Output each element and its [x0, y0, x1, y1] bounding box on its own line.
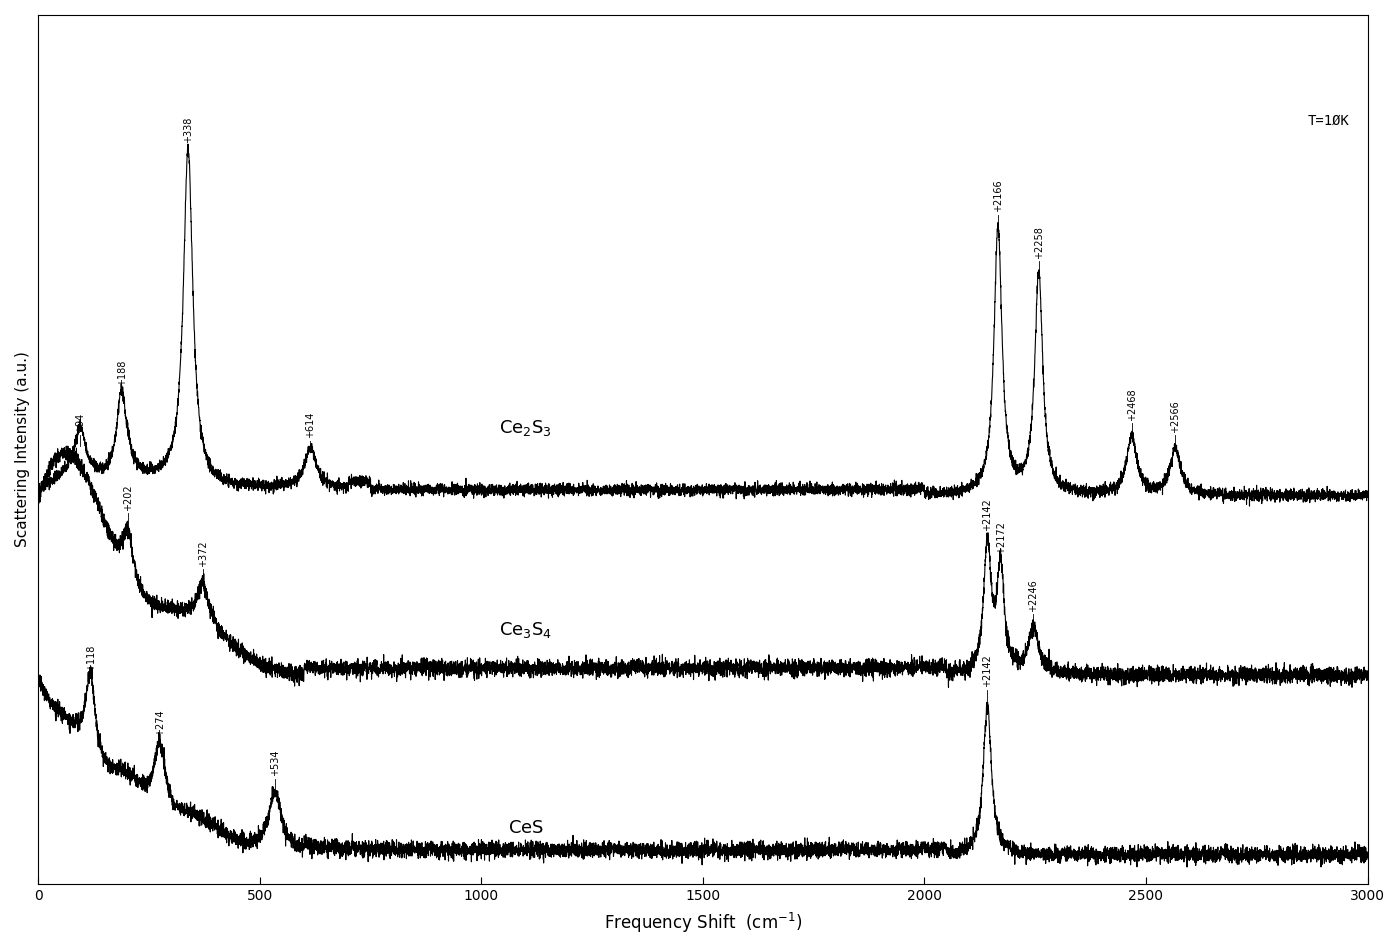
Text: +614: +614 [305, 412, 315, 438]
Text: $\mathrm{Ce_3S_4}$: $\mathrm{Ce_3S_4}$ [498, 620, 552, 640]
Text: +2468: +2468 [1127, 389, 1137, 421]
Text: +2166: +2166 [993, 180, 1002, 213]
Text: $\mathrm{CeS}$: $\mathrm{CeS}$ [508, 819, 543, 837]
Text: +534: +534 [270, 750, 280, 776]
Text: +338: +338 [183, 117, 193, 143]
Text: +274: +274 [155, 710, 165, 736]
Text: +2172: +2172 [995, 522, 1005, 554]
Text: $\mathrm{Ce_2S_3}$: $\mathrm{Ce_2S_3}$ [500, 418, 552, 438]
Text: +202: +202 [123, 484, 133, 511]
Text: +2246: +2246 [1029, 580, 1039, 612]
Text: +2142: +2142 [983, 498, 993, 531]
Y-axis label: Scattering Intensity (a.u.): Scattering Intensity (a.u.) [15, 352, 29, 547]
Text: +2258: +2258 [1033, 226, 1044, 258]
X-axis label: Frequency Shift  (cm$^{-1}$): Frequency Shift (cm$^{-1}$) [603, 911, 802, 935]
Text: +94: +94 [76, 412, 85, 432]
Text: T=1ØK: T=1ØK [1308, 113, 1350, 127]
Text: +118: +118 [85, 644, 95, 671]
Text: +2142: +2142 [983, 655, 993, 688]
Text: +2566: +2566 [1170, 400, 1180, 432]
Text: +188: +188 [116, 360, 126, 387]
Text: +372: +372 [199, 541, 209, 567]
